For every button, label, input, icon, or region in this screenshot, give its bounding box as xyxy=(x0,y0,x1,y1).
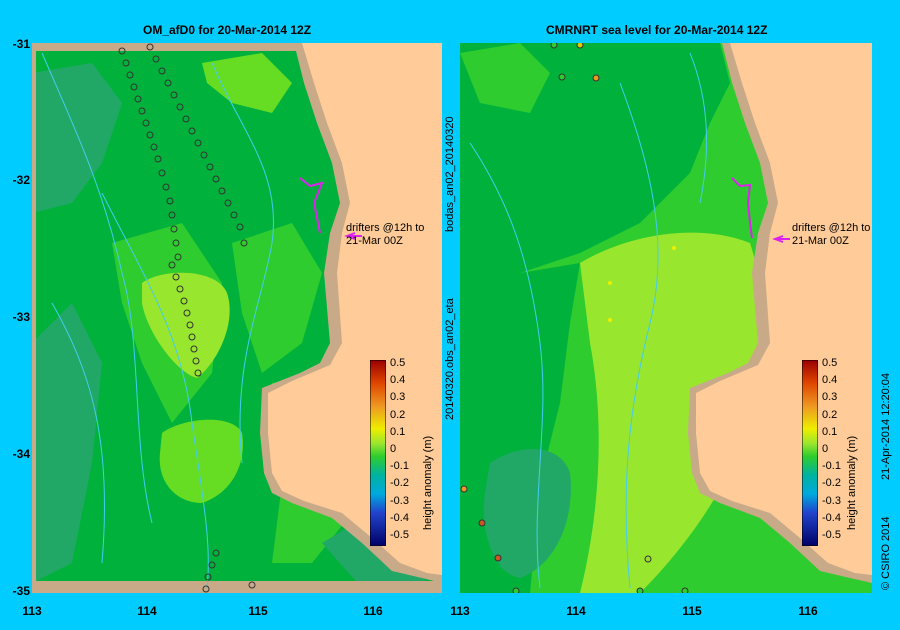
colorbar-tick: -0.5 xyxy=(390,529,409,542)
y-tick-label: -31 xyxy=(12,37,30,51)
x-tick-label: 115 xyxy=(248,604,268,618)
right-side-label-bottom: 20140320.obs_an02_eta xyxy=(444,298,456,420)
drifter-trail xyxy=(168,261,202,377)
left-map-panel xyxy=(32,43,442,593)
left-colorbar-ticks: 0.5 0.4 0.3 0.2 0.1 0 -0.1 -0.2 -0.3 -0.… xyxy=(390,355,409,544)
colorbar-tick: 0 xyxy=(822,443,829,456)
annotation-line: drifters @12h to xyxy=(346,222,425,234)
colorbar-tick: 0.3 xyxy=(822,391,838,404)
colorbar-tick: -0.2 xyxy=(390,477,409,490)
colorbar-tick: -0.4 xyxy=(822,511,841,524)
colorbar-tick: 0.1 xyxy=(822,425,838,438)
right-colorbar-ticks: 0.5 0.4 0.3 0.2 0.1 0 -0.1 -0.2 -0.3 -0.… xyxy=(822,355,841,544)
colorbar-tick: -0.1 xyxy=(822,460,841,473)
left-panel-title: OM_afD0 for 20-Mar-2014 12Z xyxy=(143,23,312,37)
right-side-label-top: bodas_an02_20140320 xyxy=(444,116,456,232)
drifter-trail xyxy=(202,549,256,593)
annotation-line: 21-Mar 00Z xyxy=(346,235,403,247)
colorbar-tick: 0.1 xyxy=(390,425,406,438)
drifter-trail xyxy=(118,47,182,261)
colorbar-tick: 0.3 xyxy=(390,391,406,404)
left-colorbar-label: height anomaly (m) xyxy=(422,435,434,530)
right-colorbar-label: height anomaly (m) xyxy=(846,435,858,530)
colorbar-tick: -0.3 xyxy=(390,494,409,507)
colorbar-tick: 0.4 xyxy=(390,374,406,387)
y-tick-label: -33 xyxy=(12,310,30,324)
colorbar-tick: 0 xyxy=(390,443,397,456)
colorbar-tick: -0.3 xyxy=(822,494,841,507)
right-panel-title: CMRNRT sea level for 20-Mar-2014 12Z xyxy=(546,23,768,37)
colorbar-tick: 0.4 xyxy=(822,374,838,387)
right-drifter-annotation: drifters @12h to 21-Mar 00Z xyxy=(792,222,870,248)
annotation-line: 21-Mar 00Z xyxy=(792,235,849,247)
colorbar-tick: -0.5 xyxy=(822,529,841,542)
right-colorbar xyxy=(802,360,818,546)
x-tick-label: 115 xyxy=(682,604,702,618)
x-tick-label: 116 xyxy=(798,604,818,618)
y-tick-label: -34 xyxy=(12,447,30,461)
left-colorbar xyxy=(370,360,386,546)
x-tick-label: 113 xyxy=(450,604,470,618)
footer-copyright: © CSIRO 2014 xyxy=(880,516,892,590)
colorbar-tick: 0.2 xyxy=(390,408,406,421)
colorbar-tick: -0.1 xyxy=(390,460,409,473)
drifter-trail xyxy=(146,43,248,247)
left-drifter-annotation: drifters @12h to 21-Mar 00Z xyxy=(346,222,424,248)
footer-timestamp: 21-Apr-2014 12:20:04 xyxy=(880,372,892,480)
colorbar-tick: -0.4 xyxy=(390,511,409,524)
x-tick-label: 114 xyxy=(566,604,586,618)
colorbar-tick: 0.5 xyxy=(822,357,838,369)
y-tick-label: -35 xyxy=(12,584,30,598)
observation-markers xyxy=(460,43,689,593)
colorbar-tick: -0.2 xyxy=(822,477,841,490)
x-tick-label: 116 xyxy=(363,604,383,618)
x-tick-label: 113 xyxy=(22,604,42,618)
x-tick-label: 114 xyxy=(137,604,157,618)
y-tick-label: -32 xyxy=(12,173,30,187)
colorbar-tick: 0.5 xyxy=(390,357,406,369)
annotation-line: drifters @12h to xyxy=(792,222,871,234)
colorbar-tick: 0.2 xyxy=(822,408,838,421)
